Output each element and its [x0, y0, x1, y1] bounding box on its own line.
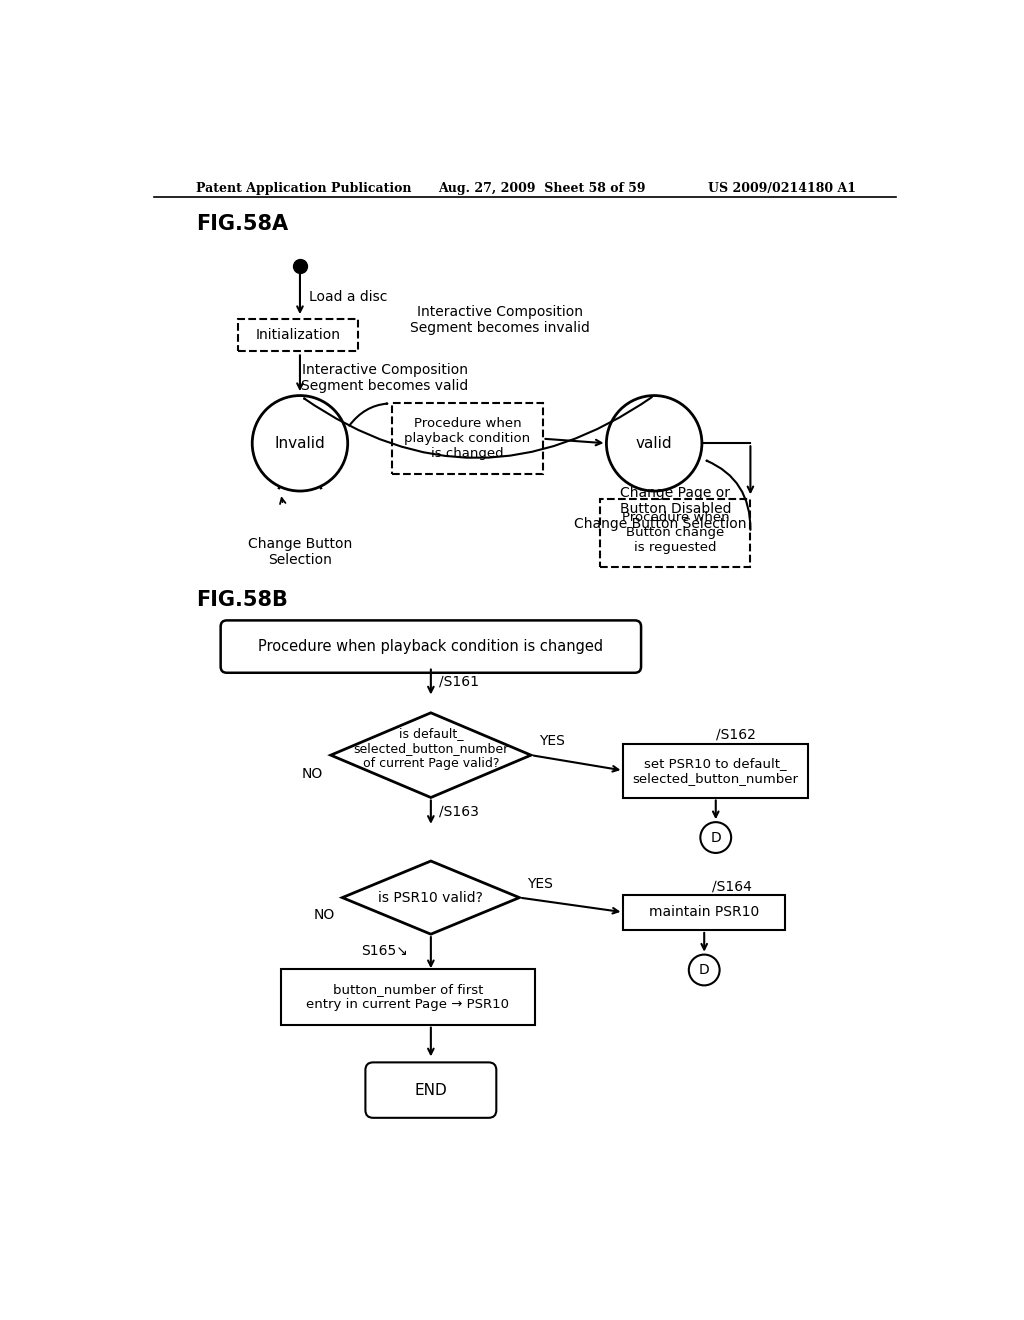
Text: US 2009/0214180 A1: US 2009/0214180 A1: [708, 182, 856, 194]
Text: Change Button
Selection: Change Button Selection: [248, 537, 352, 568]
Text: S165↘: S165↘: [361, 944, 409, 958]
Text: NO: NO: [313, 908, 335, 921]
FancyArrowPatch shape: [349, 404, 387, 425]
Polygon shape: [331, 713, 531, 797]
FancyBboxPatch shape: [239, 318, 357, 351]
Text: NO: NO: [302, 767, 323, 781]
Text: ∕S164: ∕S164: [712, 880, 752, 894]
Text: Aug. 27, 2009  Sheet 58 of 59: Aug. 27, 2009 Sheet 58 of 59: [438, 182, 646, 194]
Text: is PSR10 valid?: is PSR10 valid?: [379, 891, 483, 904]
FancyBboxPatch shape: [281, 969, 535, 1024]
Text: FIG.58B: FIG.58B: [196, 590, 288, 610]
Text: maintain PSR10: maintain PSR10: [649, 906, 760, 919]
Text: Change Button Selection: Change Button Selection: [573, 517, 746, 531]
Text: button_number of first
entry in current Page → PSR10: button_number of first entry in current …: [306, 983, 509, 1011]
Text: Initialization: Initialization: [256, 327, 341, 342]
FancyBboxPatch shape: [392, 404, 543, 474]
Text: ∕S162: ∕S162: [716, 727, 756, 742]
Text: set PSR10 to default_
selected_button_number: set PSR10 to default_ selected_button_nu…: [633, 756, 799, 784]
Text: Interactive Composition
Segment becomes valid: Interactive Composition Segment becomes …: [301, 363, 468, 393]
Text: Load a disc: Load a disc: [309, 290, 387, 304]
Text: Invalid: Invalid: [274, 436, 326, 451]
FancyBboxPatch shape: [624, 743, 808, 797]
FancyBboxPatch shape: [366, 1063, 497, 1118]
Text: FIG.58A: FIG.58A: [196, 214, 288, 234]
Text: END: END: [415, 1082, 447, 1098]
Text: valid: valid: [636, 436, 673, 451]
FancyArrowPatch shape: [304, 397, 652, 458]
Text: Procedure when playback condition is changed: Procedure when playback condition is cha…: [258, 639, 603, 655]
Ellipse shape: [606, 396, 701, 491]
Polygon shape: [342, 861, 519, 935]
Text: Procedure when
playback condition
is changed: Procedure when playback condition is cha…: [404, 417, 530, 461]
Text: Interactive Composition
Segment becomes invalid: Interactive Composition Segment becomes …: [411, 305, 590, 335]
FancyBboxPatch shape: [220, 620, 641, 673]
Ellipse shape: [252, 396, 348, 491]
Circle shape: [700, 822, 731, 853]
Text: Procedure when
Button change
is reguested: Procedure when Button change is regueste…: [622, 511, 729, 554]
Text: Change Page or
Button Disabled: Change Page or Button Disabled: [620, 486, 731, 516]
Text: is default_
selected_button_number
of current Page valid?: is default_ selected_button_number of cu…: [353, 727, 509, 771]
FancyBboxPatch shape: [624, 895, 785, 929]
Text: D: D: [711, 830, 721, 845]
Text: D: D: [698, 964, 710, 977]
Text: Patent Application Publication: Patent Application Publication: [196, 182, 412, 194]
Text: YES: YES: [527, 876, 553, 891]
FancyArrowPatch shape: [707, 461, 751, 529]
Text: YES: YES: [539, 734, 564, 748]
Circle shape: [689, 954, 720, 985]
FancyBboxPatch shape: [600, 499, 751, 566]
Text: ∕S161: ∕S161: [438, 675, 478, 689]
Text: ∕S163: ∕S163: [438, 804, 478, 818]
